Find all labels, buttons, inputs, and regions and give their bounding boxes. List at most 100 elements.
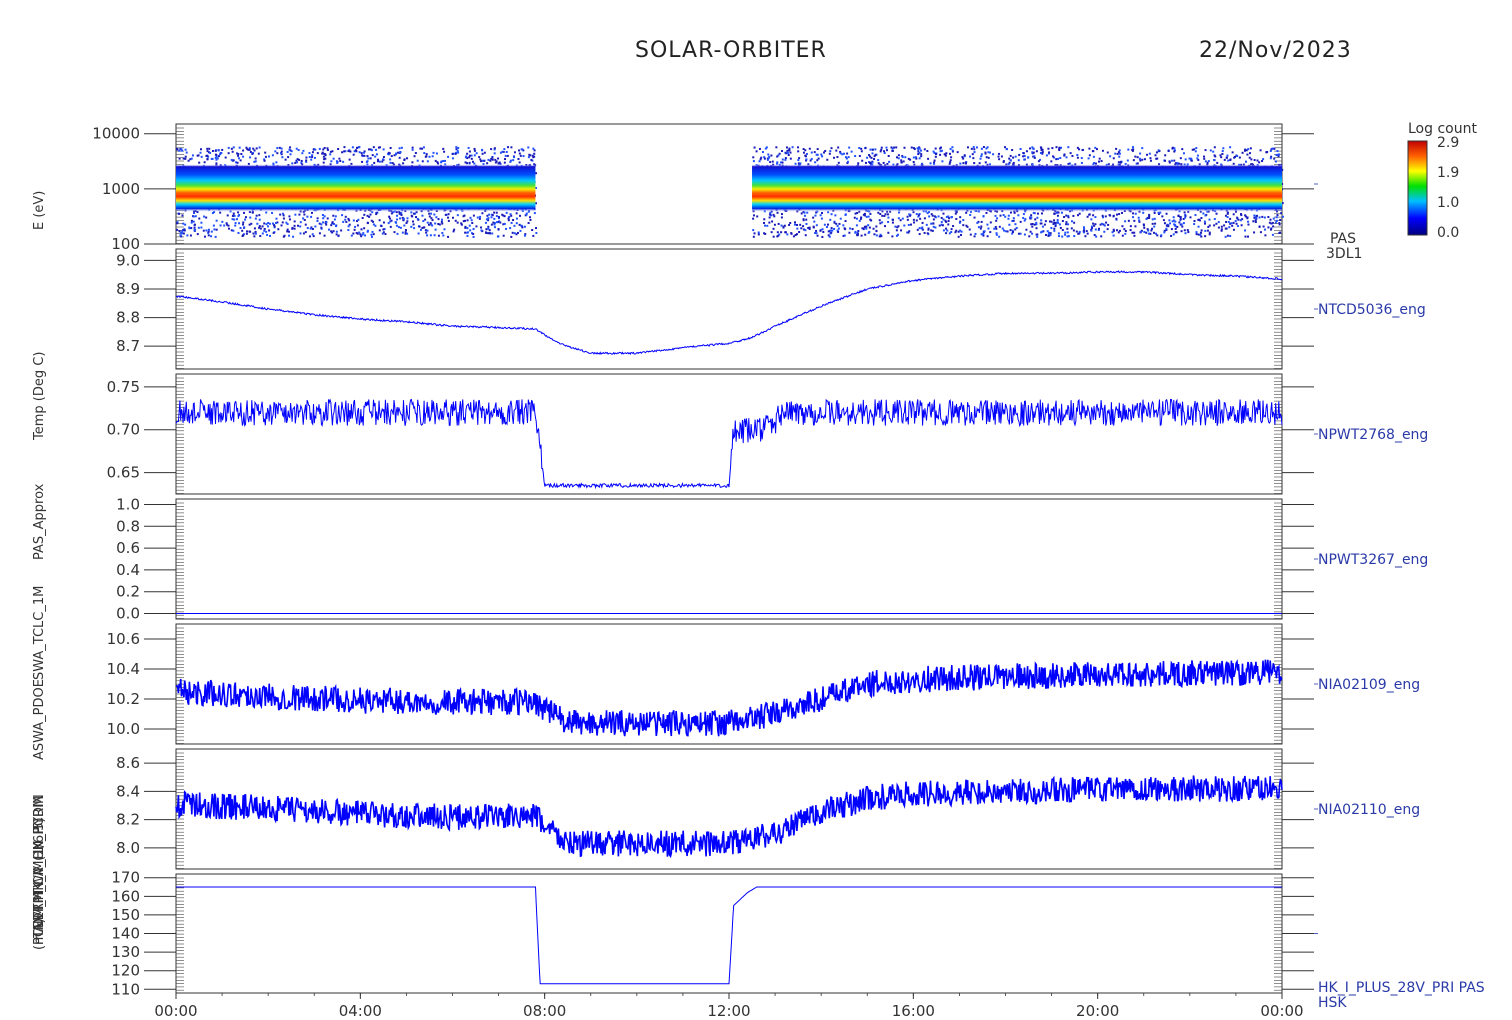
heatmap-speckle bbox=[424, 218, 427, 221]
heatmap-speckle bbox=[765, 146, 768, 149]
heatmap-speckle bbox=[1228, 226, 1231, 229]
heatmap-speckle bbox=[341, 214, 344, 217]
heatmap-speckle bbox=[1134, 225, 1137, 228]
heatmap-speckle bbox=[985, 156, 988, 159]
heatmap-speckle bbox=[437, 218, 440, 221]
heatmap-speckle bbox=[373, 161, 376, 164]
heatmap-speckle bbox=[846, 162, 849, 165]
heatmap-speckle bbox=[895, 229, 898, 232]
heatmap-speckle bbox=[768, 216, 771, 219]
heatmap-speckle bbox=[237, 211, 240, 214]
heatmap-speckle bbox=[1253, 214, 1256, 217]
heatmap-speckle bbox=[1172, 216, 1175, 219]
heatmap-speckle bbox=[414, 212, 417, 215]
chart-date: 22/Nov/2023 bbox=[1199, 38, 1352, 63]
heatmap-speckle bbox=[941, 224, 944, 227]
heatmap-speckle bbox=[1184, 213, 1187, 216]
heatmap-speckle bbox=[269, 234, 272, 237]
heatmap-speckle bbox=[1179, 217, 1182, 220]
heatmap-speckle bbox=[1176, 225, 1179, 228]
heatmap-speckle bbox=[868, 161, 871, 164]
heatmap-speckle bbox=[883, 152, 886, 155]
heatmap-speckle bbox=[184, 155, 187, 158]
heatmap-speckle bbox=[1017, 232, 1020, 235]
heatmap-speckle bbox=[1107, 223, 1110, 226]
heatmap-speckle bbox=[1070, 220, 1073, 223]
heatmap-speckle bbox=[1189, 216, 1192, 219]
heatmap-speckle bbox=[311, 156, 314, 159]
heatmap-speckle bbox=[1146, 153, 1149, 156]
heatmap-speckle bbox=[859, 217, 862, 220]
heatmap-speckle bbox=[804, 154, 807, 157]
heatmap-speckle bbox=[398, 212, 401, 215]
heatmap-speckle bbox=[242, 211, 245, 214]
heatmap-speckle bbox=[210, 235, 213, 238]
heatmap-speckle bbox=[533, 149, 536, 152]
heatmap-speckle bbox=[215, 158, 218, 161]
heatmap-speckle bbox=[366, 155, 369, 158]
heatmap-speckle bbox=[1002, 161, 1005, 164]
heatmap-speckle bbox=[1000, 155, 1003, 158]
heatmap-speckle bbox=[531, 159, 534, 162]
heatmap-speckle bbox=[265, 211, 268, 214]
heatmap-speckle bbox=[400, 212, 403, 215]
heatmap-speckle bbox=[854, 212, 857, 215]
heatmap-speckle bbox=[254, 230, 257, 233]
heatmap-speckle bbox=[479, 158, 482, 161]
heatmap-speckle bbox=[1256, 159, 1259, 162]
heatmap-speckle bbox=[1009, 229, 1012, 232]
heatmap-speckle bbox=[211, 212, 214, 215]
heatmap-speckle bbox=[451, 152, 454, 155]
heatmap-speckle bbox=[440, 218, 443, 221]
heatmap-speckle bbox=[1206, 229, 1209, 232]
heatmap-speckle bbox=[1204, 222, 1207, 225]
heatmap-speckle bbox=[968, 228, 971, 231]
heatmap-speckle bbox=[838, 222, 841, 225]
heatmap-speckle bbox=[805, 158, 808, 161]
heatmap-speckle bbox=[778, 233, 781, 236]
heatmap-speckle bbox=[473, 162, 476, 165]
heatmap-speckle bbox=[535, 227, 538, 230]
heatmap-speckle bbox=[478, 217, 481, 220]
heatmap-speckle bbox=[1273, 147, 1276, 150]
heatmap-speckle bbox=[873, 233, 876, 236]
heatmap-speckle bbox=[1009, 159, 1012, 162]
heatmap-speckle bbox=[752, 235, 755, 238]
heatmap-speckle bbox=[232, 146, 235, 149]
heatmap-speckle bbox=[325, 221, 328, 224]
heatmap-speckle bbox=[757, 233, 760, 236]
heatmap-speckle bbox=[374, 155, 377, 158]
heatmap-speckle bbox=[1053, 227, 1056, 230]
heatmap-speckle bbox=[1081, 149, 1084, 152]
heatmap-speckle bbox=[226, 214, 229, 217]
heatmap-speckle bbox=[489, 159, 492, 162]
heatmap-speckle bbox=[176, 222, 179, 225]
heatmap-speckle bbox=[303, 218, 306, 221]
heatmap-speckle bbox=[1065, 214, 1068, 217]
heatmap-speckle bbox=[1139, 159, 1142, 162]
heatmap-speckle bbox=[798, 231, 801, 234]
heatmap-speckle bbox=[1156, 234, 1159, 237]
heatmap-speckle bbox=[1073, 221, 1076, 224]
heatmap-speckle bbox=[205, 216, 208, 219]
heatmap-speckle bbox=[421, 160, 424, 163]
heatmap-speckle bbox=[947, 223, 950, 226]
heatmap-speckle bbox=[1067, 162, 1070, 165]
heatmap-speckle bbox=[488, 213, 491, 216]
heatmap-speckle bbox=[451, 157, 454, 160]
heatmap-speckle bbox=[1263, 216, 1266, 219]
heatmap-speckle bbox=[253, 149, 256, 152]
heatmap-speckle bbox=[891, 149, 894, 152]
heatmap-speckle bbox=[331, 222, 334, 225]
heatmap-speckle bbox=[826, 223, 829, 226]
heatmap-speckle bbox=[941, 160, 944, 163]
heatmap-speckle bbox=[1078, 148, 1081, 151]
heatmap-speckle bbox=[1232, 213, 1235, 216]
heatmap-speckle bbox=[326, 217, 329, 220]
heatmap-speckle bbox=[992, 153, 995, 156]
heatmap-speckle bbox=[1067, 146, 1070, 149]
heatmap-speckle bbox=[498, 161, 501, 164]
heatmap-speckle bbox=[1118, 152, 1121, 155]
heatmap-speckle bbox=[1200, 229, 1203, 232]
heatmap-speckle bbox=[1229, 158, 1232, 161]
